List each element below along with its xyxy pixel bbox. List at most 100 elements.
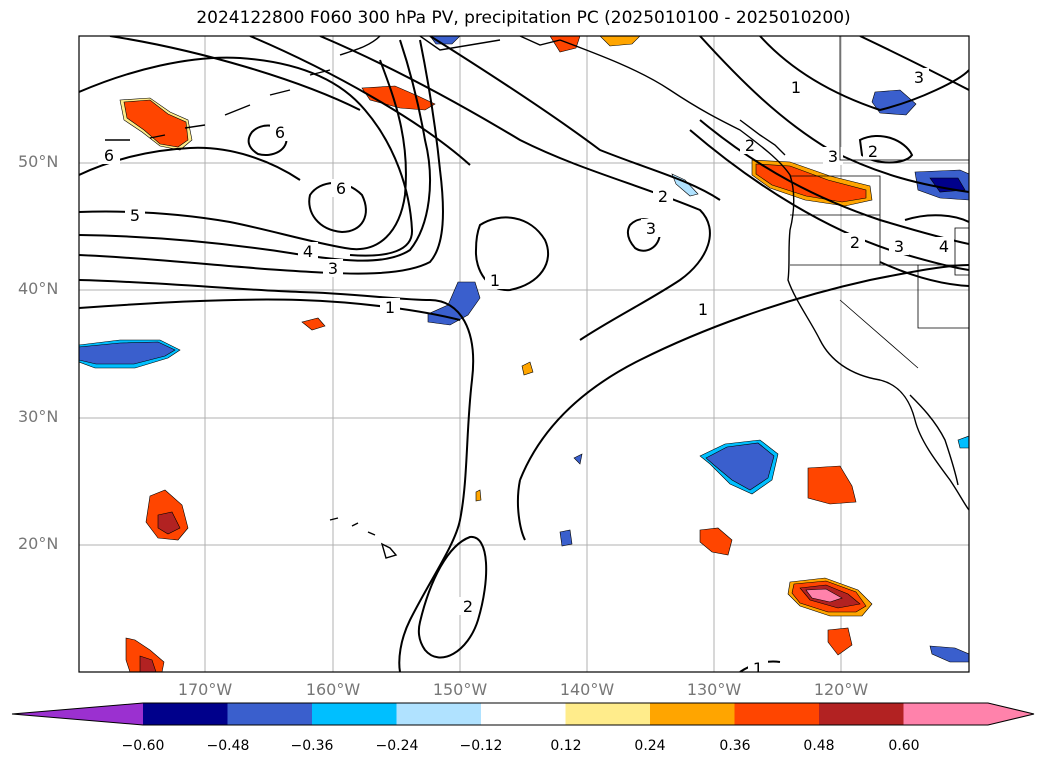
pv-contour-6-outer — [79, 56, 414, 257]
precip-negative-tiny-20n — [559, 529, 573, 547]
pv-contour-4-east — [904, 214, 969, 223]
map-background — [79, 36, 969, 672]
precip-positive-top-small — [599, 36, 641, 47]
pv-contour-1-closed — [474, 216, 550, 292]
precip-negative-se-corner — [929, 645, 969, 663]
precip-positive-nw-pacific — [119, 97, 193, 151]
colorbar-tick: 0.60 — [888, 738, 920, 754]
contour-label: 1 — [385, 298, 395, 317]
contour-label: 4 — [303, 242, 313, 261]
colorbar-tick: 0.36 — [719, 738, 751, 754]
gridlines — [79, 36, 969, 672]
contour-label: 3 — [914, 68, 924, 87]
pv-contour-1-tail — [516, 479, 526, 541]
precip-positive-pacific-nw — [751, 159, 873, 207]
precip-positive-130w-20n — [699, 527, 733, 556]
border-us-states — [790, 175, 969, 266]
colorbar-tick: 0.24 — [634, 738, 666, 754]
pv-contour-4 — [79, 39, 431, 262]
precip-positive-tiny-34n — [521, 361, 534, 376]
precip-positive-sw-corner — [125, 637, 165, 672]
north-america-coast — [559, 39, 969, 511]
colorbar-extend-min — [12, 703, 143, 725]
contour-label: 3 — [646, 219, 656, 238]
contour-label: 6 — [336, 179, 346, 198]
pv-contour-3 — [79, 39, 444, 275]
colorbar-segment — [650, 703, 735, 725]
precip-negative-top — [429, 36, 461, 45]
colorbar-tick: −0.12 — [459, 738, 503, 754]
pv-contour-3-east-low — [689, 129, 969, 271]
lat-label-50n: 50°N — [18, 152, 59, 171]
hawaii-islands — [329, 517, 398, 559]
border-ca-nv — [839, 299, 919, 369]
colorbar-segment — [481, 703, 566, 725]
pv-contour-east-bottom — [879, 261, 969, 287]
precip-positive-below-max — [827, 627, 853, 656]
contour-label: 6 — [104, 146, 114, 165]
pv-contour-1-east — [519, 264, 969, 481]
pv-contour-3-ne — [759, 36, 969, 112]
political-borders — [790, 36, 969, 369]
colorbar-segment — [396, 703, 482, 725]
contour-label: 4 — [939, 237, 949, 256]
colorbar-tick: 0.12 — [550, 738, 582, 754]
lat-label-30n: 30°N — [18, 407, 59, 426]
bc-islands — [739, 119, 786, 156]
colorbar-segment — [143, 703, 228, 725]
colorbar-segment — [903, 703, 989, 725]
contour-label: 3 — [828, 147, 838, 166]
colorbar-segment — [734, 703, 820, 725]
border-canada-alaska — [839, 36, 969, 161]
colorbar-segments — [143, 703, 989, 725]
colorbar-segment — [819, 703, 904, 725]
pv-contour-5 — [79, 59, 407, 251]
pv-contour-1-west — [79, 279, 475, 672]
pv-contour-top-2 — [249, 36, 471, 166]
lat-label-20n: 20°N — [18, 534, 59, 553]
contour-label: 6 — [275, 123, 285, 142]
contour-label: 2 — [658, 187, 668, 206]
lon-label-140w: 140°W — [559, 680, 615, 699]
colorbar-tick: −0.48 — [206, 738, 250, 754]
alaska-coast — [419, 36, 561, 51]
contour-label: 1 — [791, 78, 801, 97]
precip-negative-east-edge — [957, 435, 969, 449]
precip-positive-hawaii-west — [145, 489, 189, 541]
precip-negative-west-35n — [79, 339, 181, 369]
border-nv — [917, 265, 969, 329]
colorbar-tick: −0.60 — [121, 738, 165, 754]
colorbar-segment — [227, 703, 313, 725]
colorbar-extend-max — [988, 703, 1034, 725]
contour-label: 3 — [328, 259, 338, 278]
aleutian-islands — [105, 36, 381, 141]
map-frame — [78, 35, 970, 673]
lat-label-40n: 40°N — [18, 279, 59, 298]
precip-positive-tiny-23n — [475, 489, 482, 502]
colorbar — [11, 702, 1035, 726]
precip-negative-interior-nw — [914, 169, 969, 201]
colorbar-segment — [565, 703, 651, 725]
border-idaho — [954, 227, 969, 276]
pv-contour-2-south — [417, 535, 488, 659]
pv-contour-top-1 — [109, 36, 361, 111]
contour-label: 2 — [868, 142, 878, 161]
colorbar-tick: 0.48 — [803, 738, 835, 754]
contour-labels: 6 6 6 5 4 3 1 1 1 1 2 2 2 3 — [98, 68, 954, 678]
lon-label-150w: 150°W — [432, 680, 488, 699]
pv-contour-ne-edge — [859, 36, 969, 91]
pv-contour-1-south — [79, 298, 461, 321]
precip-positive-tropical-maximum — [787, 577, 873, 617]
contour-label: 1 — [490, 271, 500, 290]
precip-positive-small-35n — [301, 317, 326, 331]
colorbar-tick: −0.36 — [290, 738, 334, 754]
precip-negative-30n-128w — [699, 439, 779, 495]
contour-label: 5 — [130, 206, 140, 225]
pv-contour-top-3 — [429, 36, 721, 201]
precip-negative-tiny-27n — [573, 453, 583, 465]
contour-label: 1 — [753, 659, 763, 678]
colorbar-tick: −0.24 — [375, 738, 419, 754]
lon-label-120w: 120°W — [813, 680, 869, 699]
lon-label-160w: 160°W — [305, 680, 361, 699]
